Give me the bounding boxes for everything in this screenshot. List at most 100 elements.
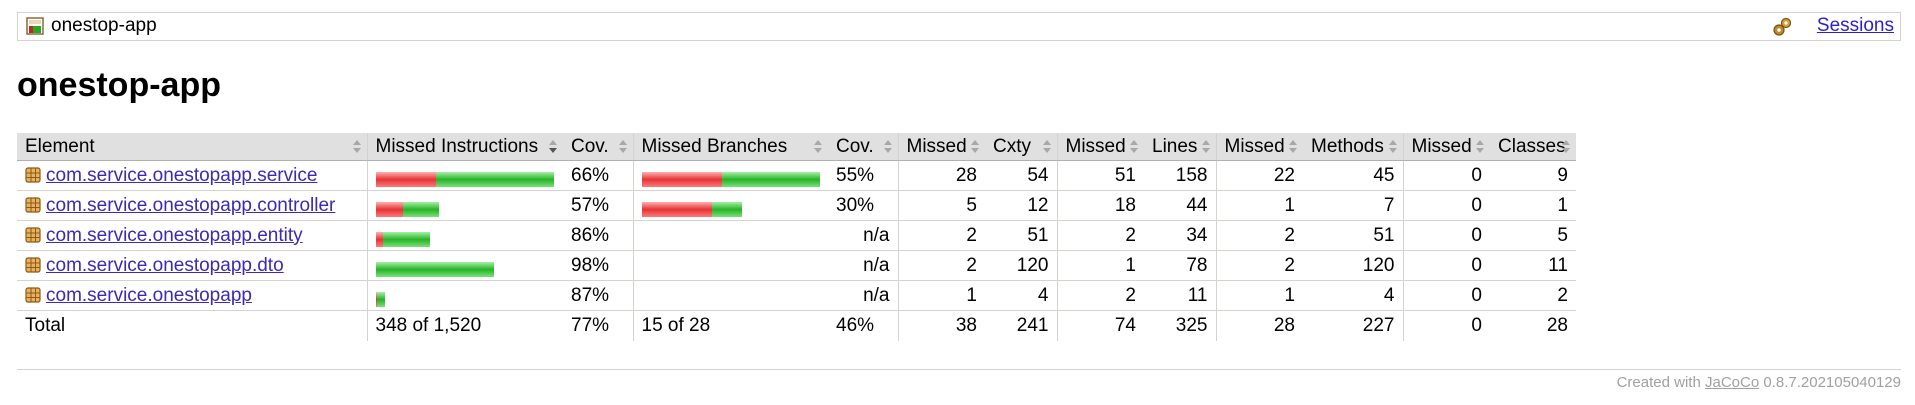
missed-bar	[375, 172, 436, 188]
missed-lines: 2	[1056, 220, 1144, 251]
covered-bar	[402, 202, 439, 218]
header-classes[interactable]: Classes	[1490, 133, 1576, 161]
classes: 9	[1490, 160, 1576, 191]
instructions-cov: 66%	[563, 160, 633, 191]
total-instructions-cov: 77%	[571, 315, 610, 336]
missed-cxty: 2	[897, 250, 985, 281]
header-missed-lines[interactable]: Missed	[1056, 133, 1144, 161]
classes: 5	[1490, 220, 1576, 251]
sort-icon	[1388, 140, 1398, 153]
instructions-bar-cell	[366, 160, 563, 191]
footer-prefix: Created with	[1616, 374, 1701, 391]
header-cxty[interactable]: Cxty	[985, 133, 1057, 161]
lines: 44	[1144, 190, 1216, 221]
lines: 34	[1144, 220, 1216, 251]
table-row: com.service.onestopapp.controller 57% 30% 5…	[17, 190, 1576, 221]
sort-icon	[883, 140, 893, 153]
breadcrumb-bar: onestop-app Sessions	[17, 12, 1901, 41]
package-link[interactable]: com.service.onestopapp	[46, 284, 252, 306]
total-classes: 28	[1546, 315, 1568, 336]
branches-bar-cell	[632, 190, 828, 221]
footer-divider	[17, 369, 1901, 370]
jacoco-link[interactable]: JaCoCo	[1704, 374, 1760, 391]
missed-classes: 0	[1402, 220, 1490, 251]
package-icon	[25, 166, 41, 183]
missed-lines: 18	[1056, 190, 1144, 221]
total-missed-cxty: 38	[897, 310, 985, 341]
missed-classes: 0	[1402, 160, 1490, 191]
classes: 11	[1490, 250, 1576, 281]
lines: 158	[1144, 160, 1216, 191]
covered-bar	[375, 262, 494, 278]
header-lines[interactable]: Lines	[1144, 133, 1216, 161]
missed-methods: 1	[1215, 190, 1303, 221]
table-row: com.service.onestopapp 87% n/a 1 4 2 11 1 4 0 2	[17, 280, 1576, 311]
missed-methods: 2	[1215, 220, 1303, 251]
sessions-gear-icon	[1773, 17, 1792, 36]
branches-cov: n/a	[828, 280, 898, 311]
header-instructions-cov[interactable]: Cov.	[563, 133, 633, 161]
classes: 2	[1490, 280, 1576, 311]
missed-cxty: 5	[897, 190, 985, 221]
instructions-cov: 57%	[563, 190, 633, 221]
missed-bar	[375, 292, 377, 308]
header-missed-branches[interactable]: Missed Branches	[632, 133, 828, 161]
sort-icon	[1201, 140, 1211, 153]
page-title: onestop-app	[17, 66, 221, 104]
sessions-link[interactable]: Sessions	[1816, 15, 1894, 36]
total-lines: 325	[1175, 315, 1208, 336]
sort-icon	[971, 140, 980, 153]
header-missed-instructions[interactable]: Missed Instructions	[366, 133, 563, 161]
branches-bar-cell	[632, 250, 828, 281]
package-link[interactable]: com.service.onestopapp.controller	[46, 194, 336, 216]
header-methods[interactable]: Methods	[1303, 133, 1403, 161]
header-element[interactable]: Element	[17, 133, 367, 161]
methods: 4	[1303, 280, 1403, 311]
missed-cxty: 2	[897, 220, 985, 251]
missed-lines: 51	[1056, 160, 1144, 191]
element-cell: com.service.onestopapp.controller	[17, 190, 367, 221]
methods: 7	[1303, 190, 1403, 221]
missed-classes: 0	[1402, 190, 1490, 221]
sort-desc-icon	[549, 140, 558, 153]
instructions-bar-cell	[366, 250, 563, 281]
header-branches-cov[interactable]: Cov.	[828, 133, 898, 161]
sort-icon	[1289, 140, 1298, 153]
sort-icon	[618, 140, 628, 153]
total-row: Total 348 of 1,520 77% 15 of 28 46% 38 2…	[17, 310, 1576, 341]
instructions-cov: 86%	[563, 220, 633, 251]
sort-icon	[814, 140, 823, 153]
missed-cxty: 1	[897, 280, 985, 311]
package-link[interactable]: com.service.onestopapp.service	[46, 164, 318, 186]
sort-icon	[1042, 140, 1052, 153]
methods: 51	[1303, 220, 1403, 251]
header-missed-cxty[interactable]: Missed	[897, 133, 985, 161]
covered-bar	[711, 202, 742, 218]
element-cell: com.service.onestopapp.dto	[17, 250, 367, 281]
cxty: 120	[985, 250, 1057, 281]
total-label: Total	[25, 315, 66, 336]
instructions-cov: 87%	[563, 280, 633, 311]
element-cell: com.service.onestopapp.entity	[17, 220, 367, 251]
branches-cov: 30%	[828, 190, 898, 221]
instructions-bar-cell	[366, 220, 563, 251]
sort-icon	[1130, 140, 1139, 153]
header-row: Element Missed Instructions Cov. Missed …	[17, 133, 1576, 161]
report-icon	[26, 17, 44, 35]
package-link[interactable]: com.service.onestopapp.entity	[46, 224, 303, 246]
total-missed-methods: 28	[1215, 310, 1303, 341]
total-branches-cov: 46%	[836, 315, 875, 336]
cxty: 54	[985, 160, 1057, 191]
breadcrumb-report-name: onestop-app	[51, 15, 157, 36]
total-missed-classes: 0	[1402, 310, 1490, 341]
header-missed-classes[interactable]: Missed	[1402, 133, 1490, 161]
missed-bar	[641, 202, 712, 218]
cxty: 51	[985, 220, 1057, 251]
missed-classes: 0	[1402, 250, 1490, 281]
package-link[interactable]: com.service.onestopapp.dto	[46, 254, 284, 276]
package-icon	[25, 286, 41, 303]
footer-version: 0.8.7.202105040129	[1763, 374, 1901, 391]
missed-methods: 22	[1215, 160, 1303, 191]
element-cell: com.service.onestopapp	[17, 280, 367, 311]
header-missed-methods[interactable]: Missed	[1215, 133, 1303, 161]
